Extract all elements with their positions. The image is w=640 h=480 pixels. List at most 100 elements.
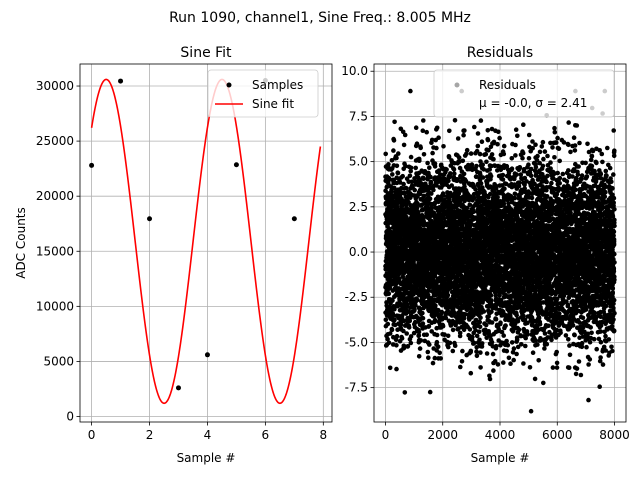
residual-point [520,151,526,156]
residual-point [383,151,389,157]
residual-point [488,173,494,179]
residual-point [407,318,413,324]
residual-point [481,309,487,314]
residual-point [513,142,518,148]
residual-point [416,354,422,359]
residual-point [493,343,499,349]
residual-point [451,167,457,172]
residual-point [417,346,423,351]
residual-point [468,348,474,354]
residual-point [397,180,403,185]
residual-point [458,364,463,370]
residual-point [436,307,441,313]
residual-point [477,319,483,325]
sine-fit-ytick-label: 5000 [43,354,74,368]
residual-point [394,343,399,348]
residual-point [421,152,427,157]
residual-point [416,329,422,335]
residual-point [391,148,396,153]
residual-point [488,293,494,298]
sine-fit-xtick-label: 8 [319,428,327,442]
residual-point [395,170,401,176]
residual-point [509,156,515,161]
residual-point [391,138,397,143]
residual-point [501,360,506,365]
residual-point [394,366,399,372]
residual-point [444,167,449,172]
sample-point [89,162,95,168]
residual-point [432,317,438,323]
residual-point [521,122,526,127]
residual-point [408,154,414,160]
residual-point [424,332,430,338]
residual-point [421,193,427,199]
residual-point [517,165,523,170]
residual-point [421,176,426,181]
residual-point [432,164,438,169]
residual-point [386,340,392,346]
residual-point [477,151,483,157]
residual-point [479,139,485,144]
residual-point [513,153,518,158]
residual-point [424,129,430,135]
residual-point [394,333,400,339]
sine-fit-ytick-label: 30000 [36,79,74,93]
residuals-title: Residuals [467,45,533,61]
residual-point [399,336,405,341]
residual-point [432,201,438,206]
residual-point [430,150,435,156]
residual-point [517,180,522,185]
residual-point [404,331,410,336]
residual-point [462,128,467,133]
residual-point [450,327,456,333]
residual-point [419,202,425,208]
residual-point [408,340,414,346]
sine-fit-ytick-label: 0 [66,409,74,423]
residual-point [474,353,480,359]
residual-point [447,340,453,346]
residual-point [413,303,418,308]
residual-point [396,151,401,156]
residual-point [412,187,418,193]
residual-point [452,118,458,123]
sine-fit-line-layer [90,78,322,405]
sine-fit-ytick-label: 15000 [36,244,74,258]
residual-point [414,141,420,146]
residual-point [490,351,496,357]
residual-point [439,309,445,315]
residual-point [460,348,465,354]
residual-point [429,137,435,143]
sine-fit-ytick-label: 20000 [36,189,74,203]
legend-sine-fit-label: Sine fit [252,97,294,111]
residual-point [436,168,442,173]
residual-point [392,306,397,312]
residual-point [461,171,467,177]
residual-point [450,348,456,354]
residual-point [416,333,422,338]
residual-point [474,349,479,354]
residual-point [400,173,406,179]
residual-point [452,171,457,176]
residual-point [468,151,474,156]
residual-point [445,333,451,339]
residual-point [448,171,453,176]
residual-point [434,332,440,338]
residual-point [418,145,424,151]
residual-point [409,179,414,185]
residual-point [418,181,424,186]
residual-point [467,327,473,332]
residual-point [493,316,499,322]
residual-point [459,359,465,364]
residual-point [515,133,520,139]
residual-point [495,141,500,147]
residual-point [480,175,486,180]
sine-fit-xtick-label: 4 [204,428,212,442]
residual-point [477,324,483,330]
residual-point [478,118,484,123]
residual-point [523,343,528,349]
residual-point [420,128,426,133]
residual-point [386,175,392,181]
residual-point [516,327,522,333]
residual-point [413,165,419,171]
